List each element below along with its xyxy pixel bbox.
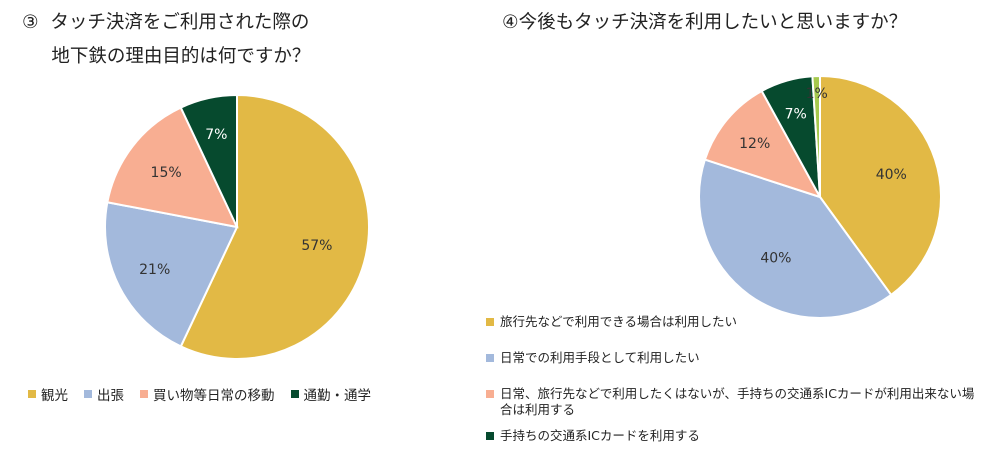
legend-label: 日常での利用手段として利用したい [500, 350, 700, 365]
legend-item-shucho: 出張 [84, 384, 124, 404]
legend-swatch [486, 432, 494, 440]
legend-label: 日常、旅行先などで利用したくはないが、手持ちの交通系ICカードが利用出来ない場合… [500, 386, 975, 417]
legend-swatch [290, 390, 299, 398]
legend-label: 買い物等日常の移動 [153, 388, 275, 404]
legend-label: 通勤・通学 [303, 388, 372, 404]
legend-swatch [486, 318, 494, 326]
pie1-slice-0 [179, 93, 370, 360]
legend-item-travel: 旅行先などで利用できる場合は利用したい [486, 314, 737, 330]
pie2-data-label-3: 7% [785, 106, 807, 122]
pie1-data-label-1: 21% [139, 262, 170, 278]
legend-item-fallback: 日常、旅行先などで利用したくはないが、手持ちの交通系ICカードが利用出来ない場合… [486, 386, 976, 418]
legend-item-daily: 日常での利用手段として利用したい [486, 350, 700, 366]
pie2-data-label-0: 40% [876, 167, 907, 183]
pie2-slice-2 [703, 89, 823, 199]
pie2-data-label-1: 40% [760, 251, 791, 267]
pie1-slice-1 [104, 201, 239, 348]
legend-item-kaimono: 買い物等日常の移動 [140, 384, 275, 404]
legend-item-kanko: 観光 [28, 384, 68, 404]
legend-label: 旅行先などで利用できる場合は利用したい [500, 314, 738, 329]
legend-label: 手持ちの交通系ICカードを利用する [500, 428, 700, 443]
chart2-title: ④今後もタッチ決済を利用したいと思いますか？ [502, 12, 908, 33]
legend-swatch [486, 354, 494, 362]
legend-swatch [140, 390, 148, 398]
pie1-data-label-0: 57% [301, 238, 332, 254]
legend-label: 観光 [41, 388, 68, 404]
legend-item-tsukin: 通勤・通学 [290, 384, 372, 404]
legend-swatch [28, 390, 36, 398]
pie1-slice-2 [106, 106, 239, 229]
legend-swatch [486, 390, 494, 398]
pie1-data-label-2: 15% [151, 165, 182, 181]
pie1-data-label-3: 7% [205, 127, 227, 143]
chart1-legend: 観光 出張 買い物等日常の移動 通勤・通学 [28, 384, 371, 404]
pie2-data-label-4: 1% [806, 86, 828, 102]
pie2-slice-0 [819, 74, 942, 297]
pie2-slice-4 [811, 74, 821, 198]
pie2-slice-1 [698, 158, 893, 319]
legend-swatch [84, 390, 92, 398]
chart1-title: ③ タッチ決済をご利用された際の 地下鉄の理由目的は何ですか？ [22, 12, 311, 67]
pie2-data-label-2: 12% [739, 136, 770, 152]
legend-label: 出張 [97, 388, 124, 404]
pie1-slice-3 [179, 93, 238, 228]
legend-item-ic-card: 手持ちの交通系ICカードを利用する [486, 428, 700, 444]
